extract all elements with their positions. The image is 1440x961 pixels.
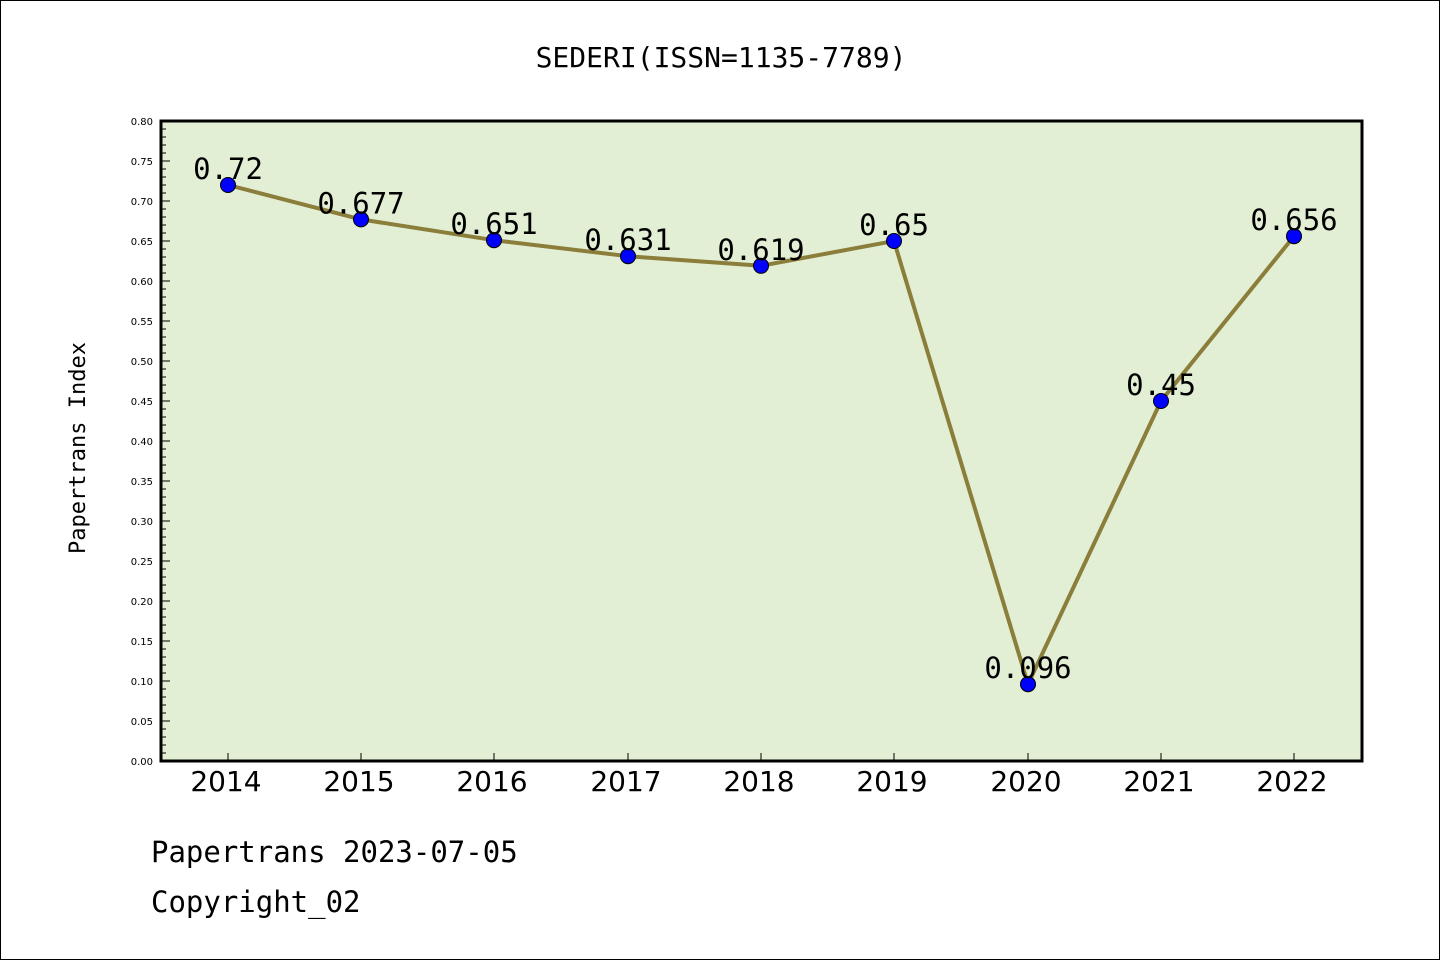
y-tick-label: 0.00 [131,757,153,768]
data-point [353,211,369,228]
y-tick-label: 0.75 [131,157,153,168]
data-label: 0.656 [1250,203,1337,237]
data-point [220,177,236,193]
y-tick-label: 0.60 [131,277,153,288]
plot-area [159,119,1364,763]
y-tick-label: 0.35 [131,477,153,488]
y-axis-label: Papertrans Index [66,342,91,554]
x-tick-label: 2018 [723,765,794,798]
y-tick-label: 0.65 [131,237,153,248]
y-tick-label: 0.15 [131,637,153,648]
data-label: 0.619 [717,233,804,267]
y-tick-label: 0.80 [131,117,153,128]
data-label: 0.096 [984,651,1071,685]
data-label: 0.45 [1126,368,1196,402]
y-tick-label: 0.05 [131,717,153,728]
data-label: 0.72 [193,152,263,186]
x-tick-label: 2020 [990,765,1061,798]
data-point [1286,228,1302,245]
x-axis-ticks: 2014 2015 2016 2017 2018 2019 2020 2021 2022 [190,753,1328,798]
copyright-line: Copyright_02 [151,885,361,919]
y-tick-label: 0.40 [131,437,153,448]
data-point [1020,676,1036,693]
source-line: Papertrans 2023-07-05 [151,835,518,869]
y-tick-label: 0.55 [131,317,153,328]
data-point [1153,393,1169,409]
x-tick-label: 2015 [323,765,394,798]
data-label: 0.631 [584,223,671,257]
x-tick-label: 2019 [856,765,927,798]
data-label: 0.651 [450,207,537,241]
data-label: 0.65 [859,208,929,242]
series-group: 0.72 0.677 0.651 0.631 0.619 0.65 0.096 0.45 0.6… [193,152,1338,693]
x-tick-label: 2016 [456,765,527,798]
chart-title: SEDERI(ISSN=1135-7789) [536,41,907,74]
data-point [753,257,769,274]
y-tick-label: 0.20 [131,597,153,608]
y-tick-label: 0.70 [131,197,153,208]
x-tick-label: 2017 [590,765,661,798]
y-tick-label: 0.25 [131,557,153,568]
x-tick-label: 2022 [1256,765,1327,798]
y-tick-label: 0.50 [131,357,153,368]
x-tick-label: 2021 [1123,765,1194,798]
y-tick-label: 0.30 [131,517,153,528]
x-tick-label: 2014 [190,765,261,798]
y-tick-label: 0.45 [131,397,153,408]
data-point [486,232,502,249]
data-label: 0.677 [317,186,404,220]
data-point [886,233,902,249]
data-point [620,248,636,265]
y-axis-ticks: 0.00 0.05 0.10 0.15 0.20 0.25 0.30 0.35 0.40 0.45… [131,117,170,768]
y-tick-label: 0.10 [131,677,153,688]
